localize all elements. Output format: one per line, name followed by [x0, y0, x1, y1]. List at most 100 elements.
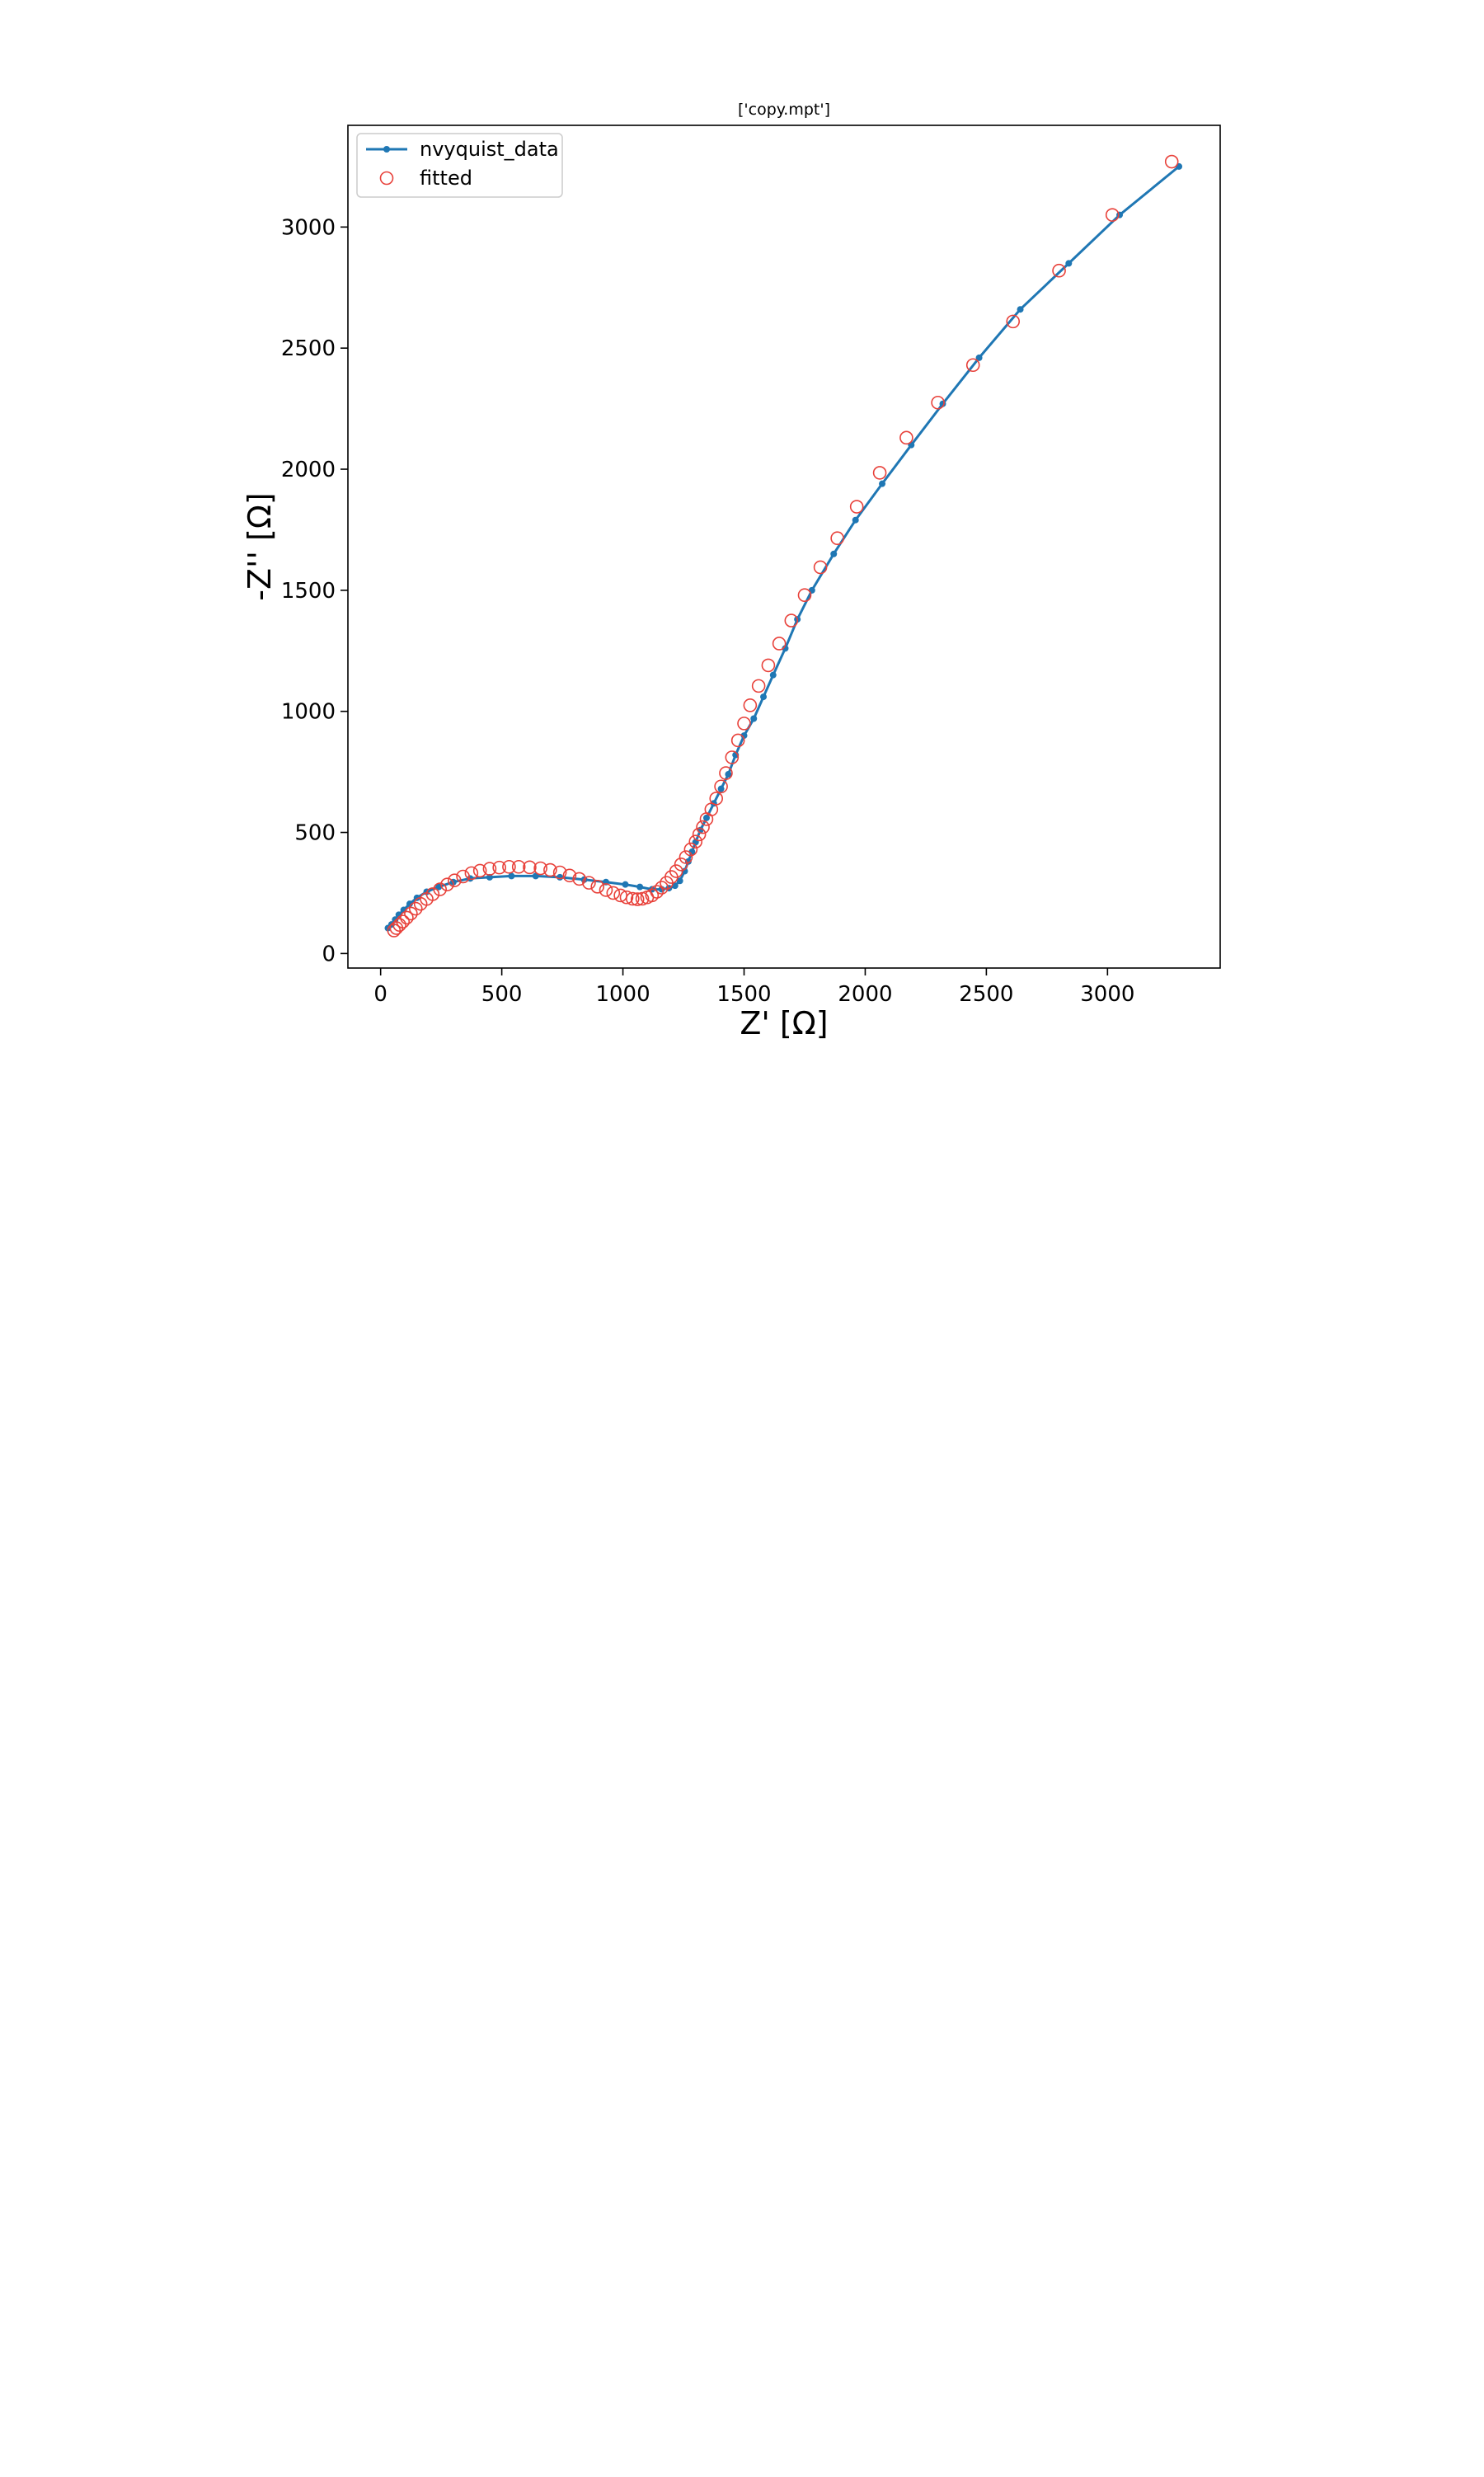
data-point-fitted — [552, 865, 567, 880]
series-layer — [384, 154, 1183, 938]
data-point-fitted — [696, 820, 710, 834]
y-axis-label: -Z'' [Ω] — [242, 492, 278, 600]
data-point-nvyquist-data — [717, 785, 725, 792]
data-point-nvyquist-data — [760, 693, 768, 701]
data-point-fitted — [400, 910, 414, 925]
data-point-fitted — [645, 888, 660, 903]
data-point-fitted — [448, 873, 462, 887]
data-point-fitted — [931, 395, 945, 410]
data-point-nvyquist-data — [1017, 306, 1024, 313]
data-point-nvyquist-data — [671, 882, 679, 890]
legend-label-nvyquist-data: nvyquist_data — [420, 138, 559, 161]
data-point-fitted — [456, 869, 470, 884]
data-point-fitted — [849, 500, 864, 514]
data-point-fitted — [714, 779, 728, 794]
data-point-fitted — [511, 859, 526, 874]
data-point-fitted — [626, 891, 640, 906]
data-point-fitted — [523, 860, 537, 875]
data-point-fitted — [669, 864, 683, 878]
data-point-fitted — [533, 861, 547, 876]
y-tick-label: 2500 — [281, 336, 336, 361]
data-point-fitted — [619, 890, 634, 905]
data-point-fitted — [743, 698, 758, 712]
data-point-fitted — [772, 637, 787, 651]
data-point-nvyquist-data — [636, 883, 644, 891]
data-point-fitted — [1052, 263, 1066, 278]
data-point-fitted — [472, 863, 487, 878]
data-point-fitted — [404, 906, 418, 921]
data-point-nvyquist-data — [508, 872, 515, 880]
data-point-nvyquist-data — [556, 873, 564, 881]
data-point-fitted — [590, 880, 605, 894]
data-point-fitted — [562, 868, 577, 883]
legend-circle-swatch — [379, 171, 394, 186]
data-point-fitted — [965, 358, 980, 373]
y-tick-label: 3000 — [281, 215, 336, 240]
data-point-fitted — [440, 877, 454, 891]
data-point-nvyquist-data — [769, 671, 777, 679]
data-point-nvyquist-data — [622, 881, 629, 888]
legend: nvyquist_data fitted — [356, 133, 563, 198]
data-point-fitted — [599, 883, 613, 897]
x-axis-label: Z' [Ω] — [740, 1005, 828, 1041]
data-point-fitted — [674, 858, 688, 872]
x-tick-label: 1000 — [595, 982, 650, 1007]
data-point-fitted — [797, 588, 812, 603]
data-point-fitted — [751, 679, 766, 693]
data-point-fitted — [1164, 154, 1179, 169]
data-point-fitted — [655, 881, 669, 895]
y-tick-label: 1000 — [281, 700, 336, 725]
data-point-fitted — [433, 882, 447, 896]
data-point-nvyquist-data — [725, 771, 732, 778]
data-point-fitted — [683, 842, 698, 857]
data-point-nvyquist-data — [486, 873, 493, 881]
data-point-fitted — [408, 901, 423, 916]
y-tick-label: 500 — [294, 821, 336, 846]
chart-title: ['copy.mpt'] — [738, 101, 830, 119]
data-point-nvyquist-data — [1065, 260, 1073, 267]
y-tick-label: 1500 — [281, 579, 336, 604]
data-point-nvyquist-data — [681, 867, 688, 875]
data-point-nvyquist-data — [702, 814, 710, 821]
data-point-fitted — [572, 872, 586, 886]
data-point-fitted — [392, 918, 406, 933]
data-point-fitted — [692, 827, 707, 842]
data-point-fitted — [830, 531, 844, 546]
data-point-nvyquist-data — [830, 550, 838, 557]
legend-dot-swatch — [383, 146, 390, 153]
data-point-fitted — [482, 862, 497, 876]
data-point-nvyquist-data — [676, 877, 683, 885]
x-tick-label: 1500 — [716, 982, 771, 1007]
legend-label-fitted: fitted — [420, 167, 472, 190]
plot-area — [347, 125, 1221, 969]
data-point-nvyquist-data — [435, 883, 443, 891]
data-point-fitted — [813, 560, 828, 575]
data-point-fitted — [492, 860, 506, 875]
data-point-fitted — [650, 885, 665, 899]
data-point-nvyquist-data — [413, 894, 420, 901]
data-point-fitted — [688, 834, 703, 849]
y-tick-label: 0 — [322, 942, 336, 966]
data-point-fitted — [464, 866, 479, 881]
data-point-fitted — [737, 717, 751, 731]
data-point-fitted — [679, 850, 693, 864]
data-point-fitted — [872, 466, 887, 480]
data-point-fitted — [425, 887, 440, 901]
x-tick-label: 3000 — [1080, 982, 1134, 1007]
data-point-fitted — [582, 876, 596, 890]
data-point-fitted — [725, 750, 740, 764]
data-point-nvyquist-data — [750, 715, 758, 722]
data-point-nvyquist-data — [406, 900, 413, 908]
data-point-nvyquist-data — [1116, 211, 1124, 219]
data-point-fitted — [630, 892, 645, 906]
legend-box — [356, 133, 563, 198]
y-axis-ticks: 0 500 1000 1500 2000 2500 3000 — [281, 215, 348, 966]
data-point-fitted — [709, 792, 724, 806]
data-point-nvyquist-data — [740, 732, 748, 740]
x-tick-label: 0 — [373, 982, 387, 1007]
x-axis-ticks: 0 500 1000 1500 2000 2500 3000 — [373, 968, 1134, 1007]
data-point-fitted — [730, 733, 745, 748]
data-point-fitted — [1006, 314, 1021, 329]
data-point-fitted — [396, 914, 411, 928]
